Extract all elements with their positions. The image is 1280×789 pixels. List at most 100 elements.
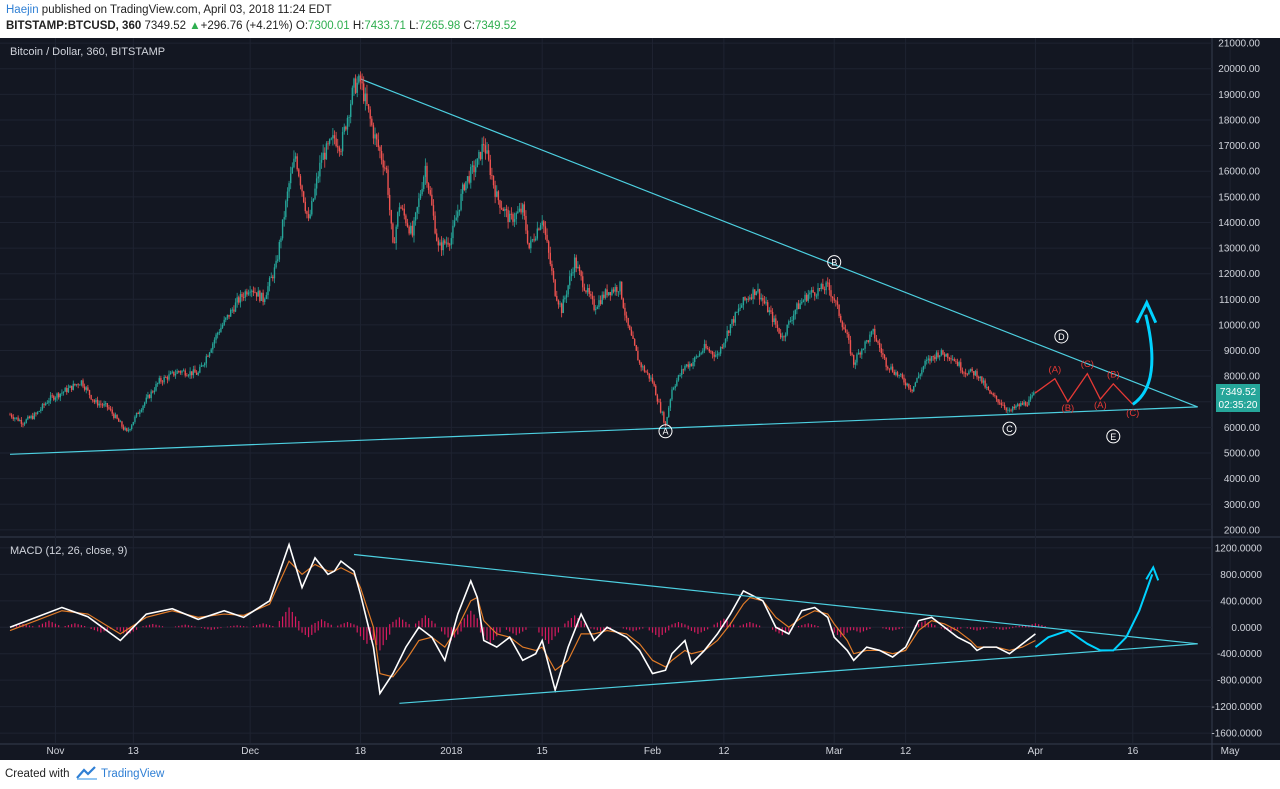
candle-body (267, 286, 269, 296)
candle-body (393, 242, 396, 244)
candle-body (927, 358, 930, 361)
candle-body (695, 356, 698, 358)
chart-canvas[interactable]: (A) (B) (C) (A) (B) (C) A B C D E 2000.00 3000.00 4… (0, 38, 1280, 760)
candle-body (976, 371, 978, 378)
candle-body (637, 350, 639, 361)
candle-body (111, 409, 113, 414)
signal-line (9, 560, 1036, 678)
candle-body (98, 403, 100, 406)
candle-body (229, 310, 232, 317)
candle-body (963, 372, 965, 374)
candle-body (202, 365, 204, 367)
time-tick-label: 12 (718, 746, 730, 757)
tradingview-brand[interactable]: TradingView (101, 768, 165, 780)
price-tick-label: 21000.00 (1218, 39, 1260, 50)
candle-body (317, 176, 319, 179)
candle-body (507, 210, 509, 223)
candle-body (51, 395, 53, 397)
candle-body (669, 399, 672, 408)
candle-body (385, 167, 388, 170)
candle-body (809, 292, 811, 295)
price-tick-label: 6000.00 (1224, 423, 1261, 434)
candle-body (935, 352, 938, 360)
candle-body (421, 188, 423, 195)
candle-body (405, 215, 407, 224)
candle-body (877, 341, 879, 343)
candle-body (838, 304, 840, 316)
candle-body (627, 317, 629, 326)
candle-body (369, 109, 371, 119)
candle-body (612, 289, 615, 292)
candle-body (315, 178, 318, 189)
candle-body (505, 208, 508, 211)
candle-body (632, 335, 634, 339)
macd-tick-label: -800.0000 (1217, 676, 1262, 687)
candle-body (221, 324, 224, 328)
candle-body (116, 414, 118, 419)
candle-body (440, 242, 443, 251)
candle-body (835, 300, 837, 302)
candle-body (823, 289, 826, 291)
candle-body (827, 282, 829, 284)
candle-body (213, 339, 216, 344)
candle-body (319, 162, 321, 177)
candle-body (564, 297, 566, 300)
candle-body (663, 412, 665, 423)
candle-body (608, 292, 610, 296)
candle-body (708, 349, 710, 352)
candle-body (595, 308, 597, 310)
chart-area[interactable]: (A) (B) (C) (A) (B) (C) A B C D E 2000.00 3000.00 4… (0, 38, 1280, 760)
wave-label: E (1110, 432, 1116, 442)
candle-body (721, 347, 723, 348)
candle-body (913, 386, 915, 392)
candle-body (174, 373, 177, 376)
candle-body (49, 395, 52, 401)
candle-body (12, 417, 14, 419)
candle-body (113, 413, 115, 419)
price-tick-label: 15000.00 (1218, 192, 1260, 203)
macd-trendline (399, 643, 1198, 704)
price-change: +296.76 (+4.21%) (200, 20, 293, 32)
candle-body (476, 158, 478, 168)
candle-body (822, 283, 824, 290)
candle-body (698, 353, 701, 357)
candle-body (236, 297, 238, 303)
candle-body (692, 362, 694, 367)
candle-body (818, 288, 821, 290)
candle-body (471, 165, 474, 167)
candle-body (348, 116, 350, 118)
candle-body (1005, 408, 1007, 411)
candle-body (32, 415, 34, 419)
candle-body (719, 347, 722, 354)
candle-body (578, 266, 581, 272)
candle-body (208, 352, 211, 357)
candle-body (530, 240, 532, 249)
candle-body (242, 296, 245, 298)
candle-body (702, 350, 704, 353)
candle-body (906, 383, 908, 386)
price-tick-label: 11000.00 (1219, 295, 1260, 306)
candle-body (616, 287, 618, 292)
author-link[interactable]: Haejin (6, 4, 39, 16)
projection-label: (C) (1126, 408, 1139, 419)
candle-body (387, 169, 389, 195)
candle-body (494, 185, 496, 197)
candle-body (444, 240, 446, 244)
candle-body (788, 321, 790, 325)
wave-projection: (A) (B) (C) (A) (B) (C) (1035, 299, 1158, 419)
candle-body (671, 389, 673, 400)
candle-body (176, 371, 178, 374)
candle-body (898, 374, 900, 376)
candle-body (629, 325, 631, 330)
candle-body (856, 354, 858, 363)
candle-body (289, 173, 292, 184)
candle-body (340, 151, 342, 153)
candle-body (833, 298, 835, 301)
candle-body (791, 320, 793, 322)
candle-body (95, 399, 97, 403)
candle-body (995, 395, 998, 400)
candle-body (603, 294, 605, 298)
high-label: H: (352, 20, 365, 32)
candle-body (366, 93, 368, 105)
candle-body (325, 143, 328, 160)
